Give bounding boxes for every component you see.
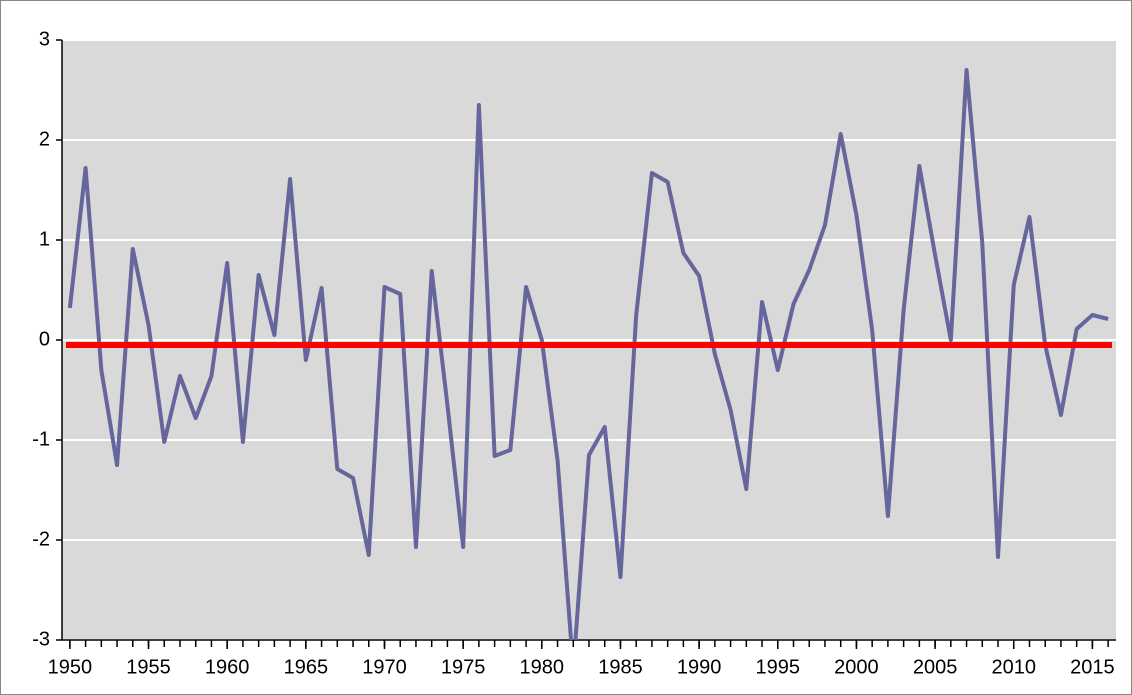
y-tick-label: -2	[32, 528, 50, 550]
x-tick-label: 1990	[677, 656, 722, 678]
x-tick-label: 1975	[441, 656, 486, 678]
y-tick-label: -3	[32, 628, 50, 650]
y-tick-label: 1	[39, 228, 50, 250]
x-tick-label: 2005	[913, 656, 958, 678]
x-tick-label: 1955	[126, 656, 171, 678]
x-tick-label: 2015	[1070, 656, 1115, 678]
x-tick-label: 1960	[205, 656, 250, 678]
x-tick-label: 1950	[48, 656, 93, 678]
y-tick-label: 3	[39, 28, 50, 50]
x-tick-label: 1965	[284, 656, 329, 678]
x-tick-label: 2000	[834, 656, 879, 678]
x-tick-label: 1980	[520, 656, 565, 678]
y-tick-label: 0	[39, 328, 50, 350]
y-tick-label: -1	[32, 428, 50, 450]
x-tick-label: 1995	[756, 656, 801, 678]
data-line	[67, 68, 1109, 640]
x-tick-label: 1970	[362, 656, 407, 678]
y-tick-label: 2	[39, 128, 50, 150]
x-tick-label: 1985	[598, 656, 643, 678]
x-tick-label: 2010	[991, 656, 1036, 678]
